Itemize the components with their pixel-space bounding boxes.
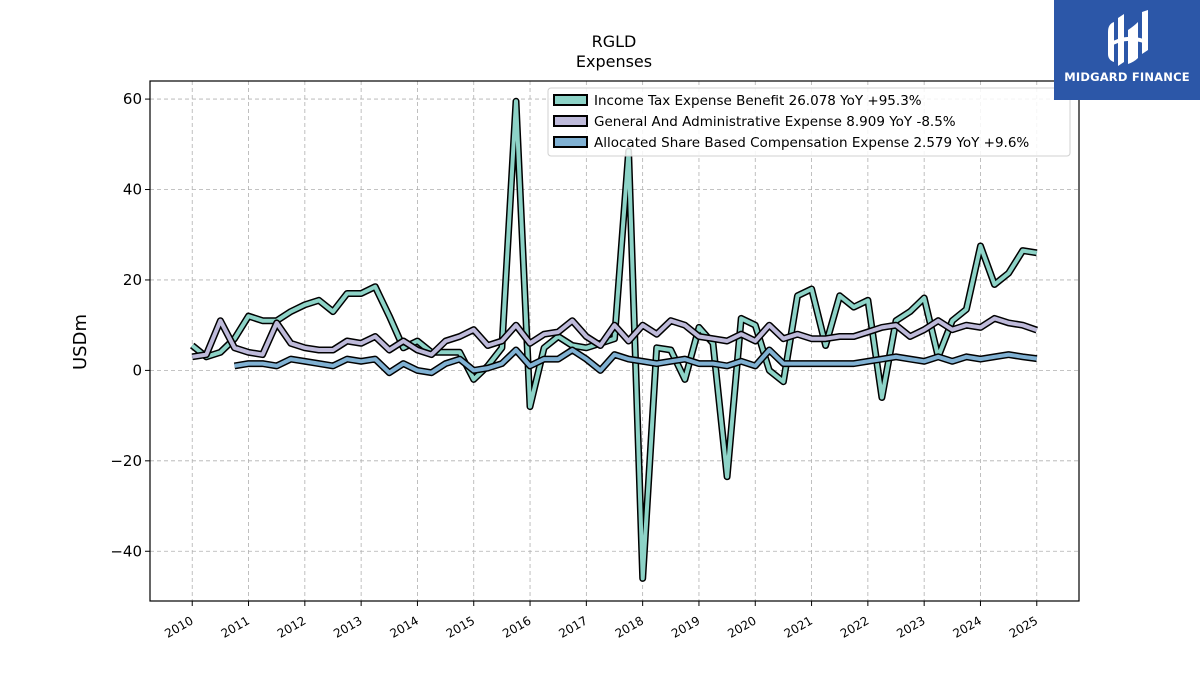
legend-entry-2: General And Administrative Expense 8.909… <box>553 114 956 130</box>
y-axis-ticks: −40 −20 0 20 40 60 <box>110 90 150 560</box>
x-tick-label: 2023 <box>894 613 927 640</box>
series-stroke <box>190 99 1038 581</box>
legend-entry-1: Income Tax Expense Benefit 26.078 YoY +9… <box>553 93 922 109</box>
series-stroke <box>191 316 1038 359</box>
x-tick-label: 2017 <box>556 613 589 640</box>
x-tick-label: 2022 <box>838 613 871 640</box>
legend-box <box>547 87 1071 157</box>
series-line-2 <box>191 314 1038 361</box>
legend-label: Allocated Share Based Compensation Expen… <box>594 135 1029 151</box>
x-tick-label: 2016 <box>500 613 533 640</box>
legend-label: Income Tax Expense Benefit 26.078 YoY +9… <box>594 93 922 109</box>
logo-mark-icon <box>1108 10 1148 66</box>
x-tick-label: 2020 <box>725 613 758 640</box>
y-tick-label: −20 <box>110 452 142 470</box>
series-line-1 <box>190 97 1038 582</box>
x-tick-label: 2019 <box>669 613 702 640</box>
series-line-3 <box>233 346 1038 377</box>
x-tick-label: 2025 <box>1007 613 1040 640</box>
legend: Income Tax Expense Benefit 26.078 YoY +9… <box>547 87 1071 157</box>
logo-text: MIDGARD FINANCE <box>1064 70 1190 84</box>
chart-subtitle: Expenses <box>576 52 652 71</box>
x-tick-label: 2024 <box>951 613 984 640</box>
legend-entry-3: Allocated Share Based Compensation Expen… <box>553 135 1029 151</box>
legend-swatch <box>553 94 588 106</box>
y-tick-label: −40 <box>110 542 142 560</box>
plot-frame <box>149 80 1080 602</box>
x-tick-label: 2013 <box>331 613 364 640</box>
x-tick-label: 2015 <box>444 613 477 640</box>
x-tick-label: 2010 <box>162 613 195 640</box>
x-tick-label: 2011 <box>219 613 252 640</box>
x-tick-label: 2012 <box>275 613 308 640</box>
y-tick-label: 60 <box>123 90 142 108</box>
legend-label: General And Administrative Expense 8.909… <box>594 114 956 130</box>
legend-swatch <box>553 115 588 127</box>
x-tick-label: 2014 <box>387 613 420 640</box>
y-tick-label: 0 <box>132 361 142 379</box>
y-axis-label: USDm <box>70 314 91 370</box>
x-axis-ticks: 2010 2011 2012 2013 2014 2015 2016 2017 2018 2019… <box>162 601 1040 641</box>
x-tick-label: 2018 <box>613 613 646 640</box>
midgard-finance-logo: MIDGARD FINANCE <box>1054 0 1200 100</box>
x-tick-label: 2021 <box>782 613 815 640</box>
chart-title: RGLD <box>592 32 637 51</box>
y-tick-label: 20 <box>123 271 142 289</box>
y-tick-label: 40 <box>123 181 142 199</box>
series-stroke <box>234 348 1038 375</box>
series-lines <box>190 97 1038 582</box>
legend-swatch <box>553 136 588 148</box>
